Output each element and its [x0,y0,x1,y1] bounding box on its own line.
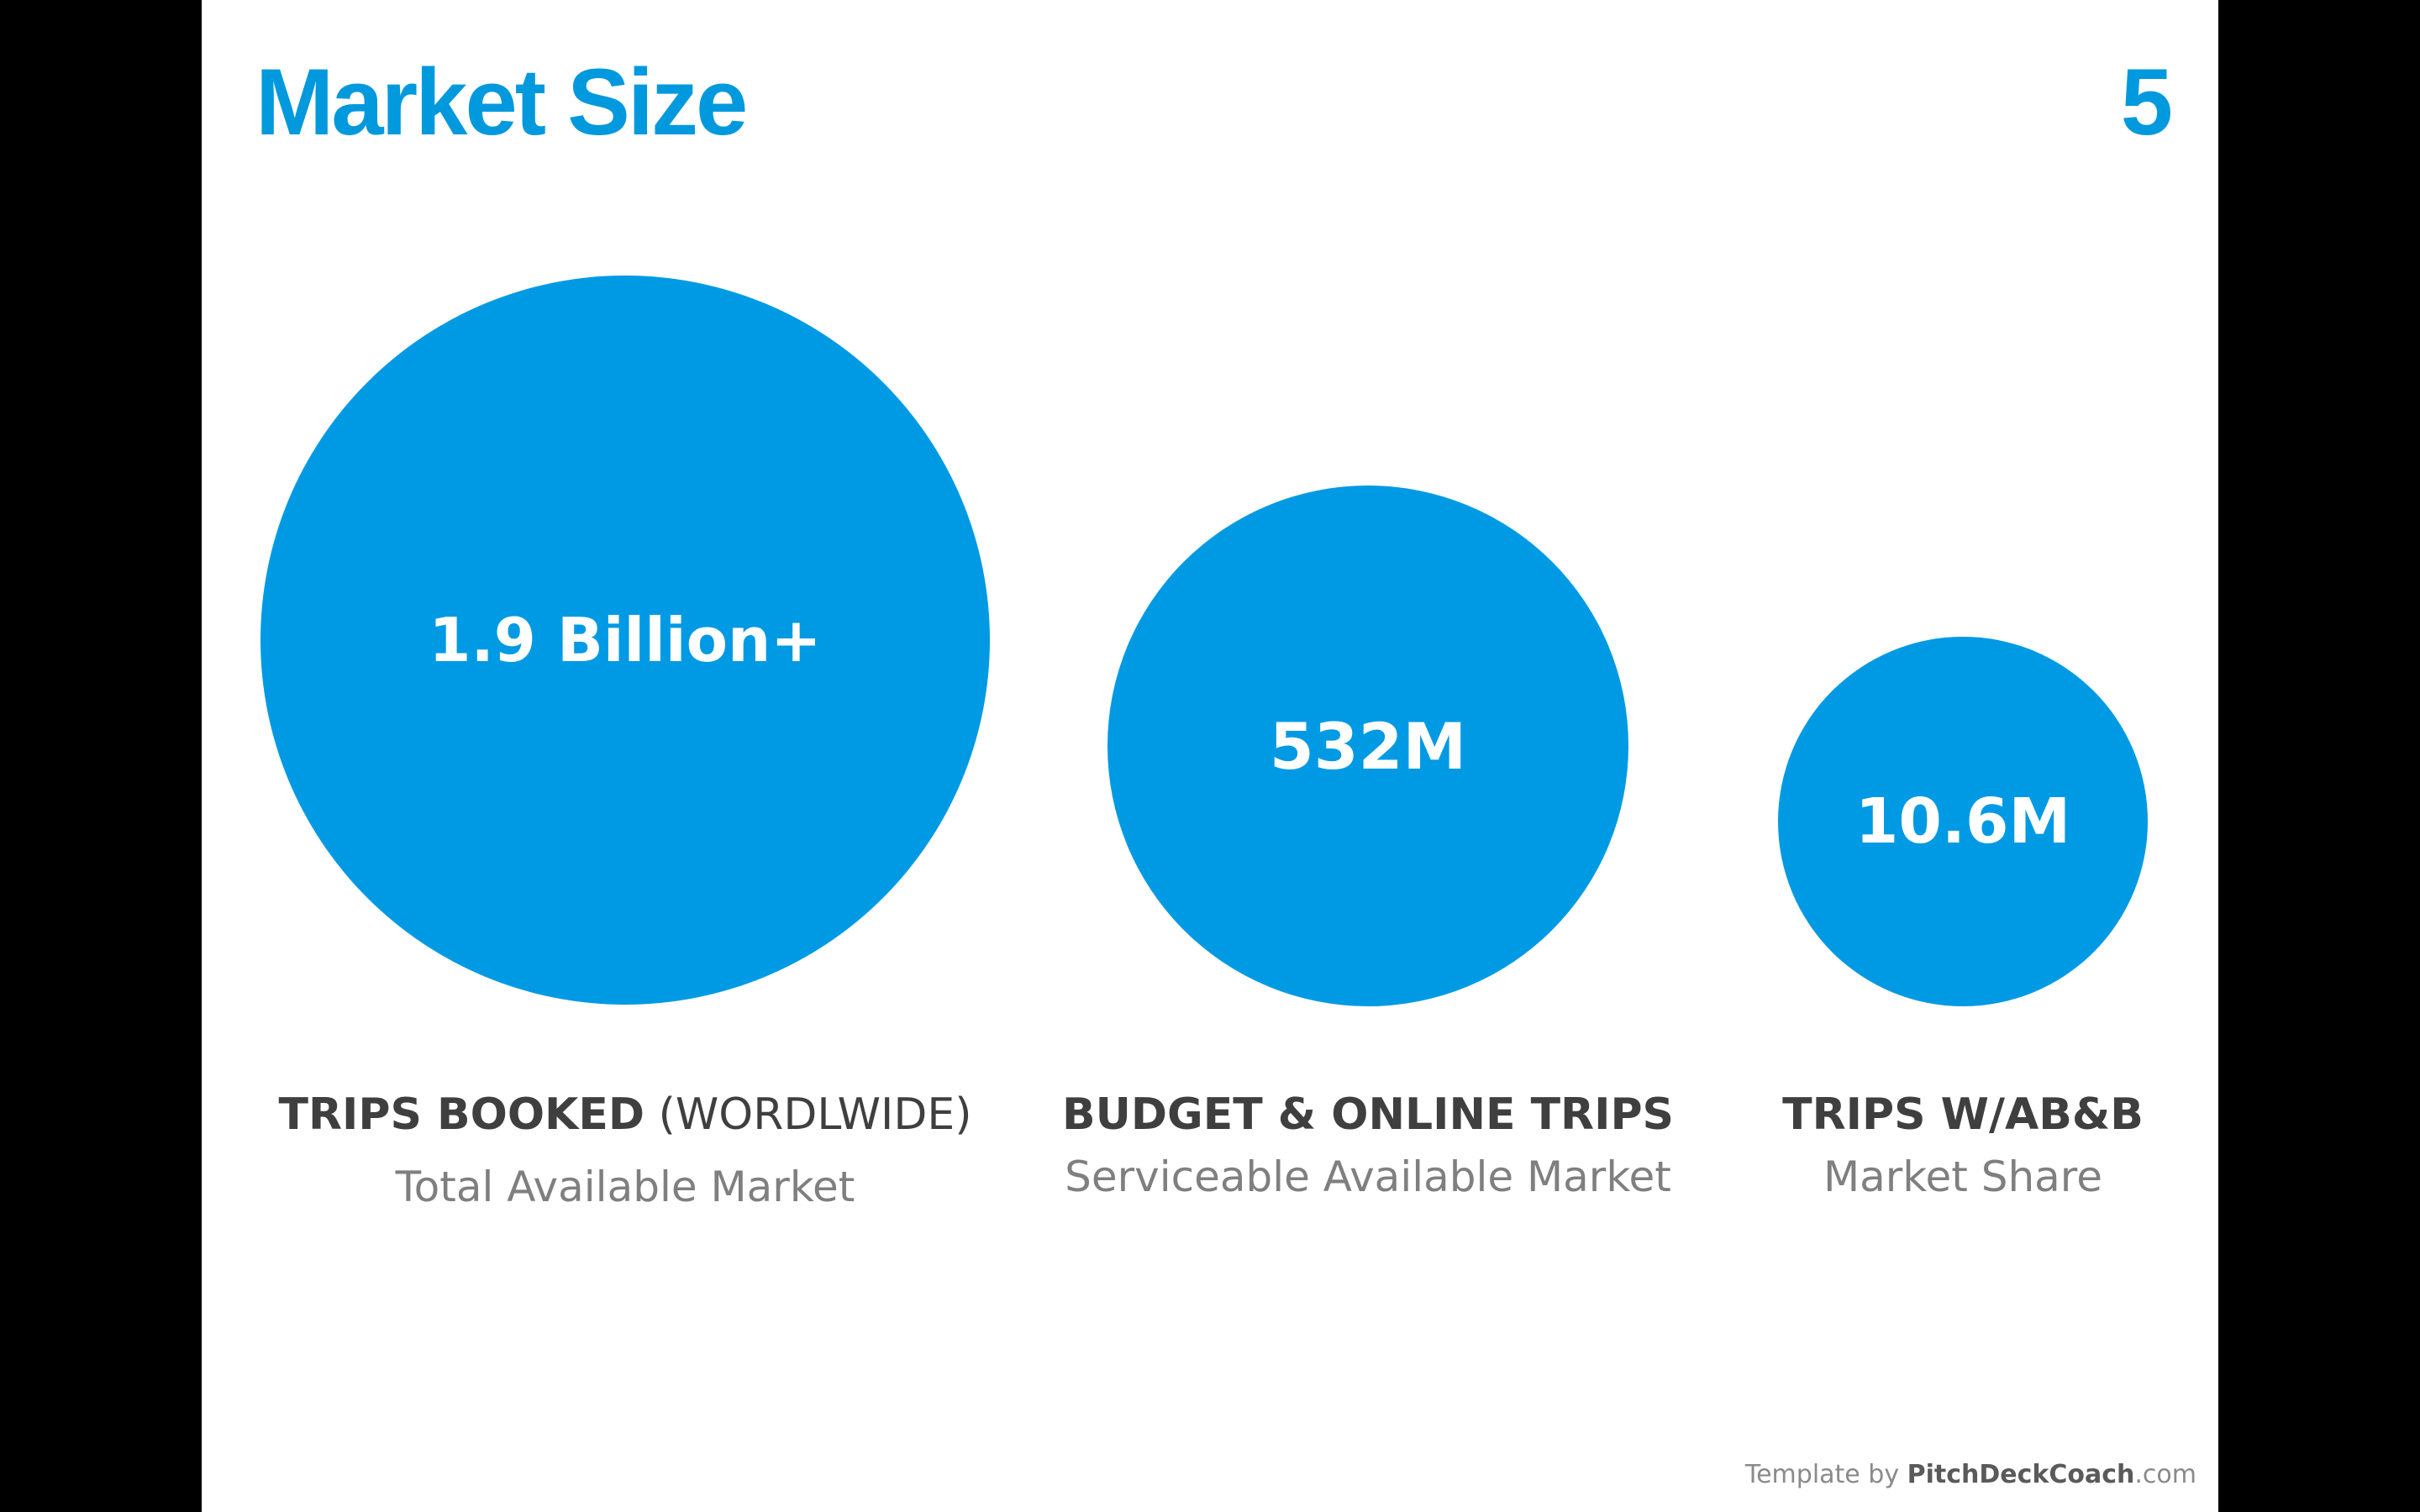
market-label-light: (WORDLWIDE) [658,1089,972,1140]
credit-suffix: .com [2134,1460,2196,1489]
slide: Market Size 5 1.9 Billion+ 532M 10.6M TR… [202,0,2218,1512]
credit-prefix: Template by [1744,1460,1907,1489]
market-label-main: TRIPS BOOKED (WORDLWIDE) [255,1084,995,1146]
market-value-tam: 1.9 Billion+ [429,605,822,675]
market-circle-share: 10.6M [1778,637,2148,1006]
market-label-bold: TRIPS BOOKED [278,1089,645,1140]
market-label-bold: TRIPS W/AB&B [1782,1089,2144,1140]
market-circle-sam: 532M [1107,486,1628,1006]
market-label-share: TRIPS W/AB&B Market Share [1744,1084,2181,1208]
market-value-share: 10.6M [1854,785,2071,858]
market-label-bold: BUDGET & ONLINE TRIPS [1061,1089,1675,1140]
market-label-tam: TRIPS BOOKED (WORDLWIDE) Total Available… [255,1084,995,1218]
credit-brand: PitchDeckCoach [1907,1460,2135,1489]
market-label-main: TRIPS W/AB&B [1744,1084,2181,1146]
template-credit: Template by PitchDeckCoach.com [1745,1460,2196,1489]
slide-title: Market Size [255,50,748,155]
market-sublabel: Market Share [1823,1152,2103,1201]
market-sublabel: Serviceable Available Market [1065,1152,1671,1201]
market-value-sam: 532M [1269,708,1467,784]
market-label-sam: BUDGET & ONLINE TRIPS Serviceable Availa… [1057,1084,1679,1208]
market-label-main: BUDGET & ONLINE TRIPS [1057,1084,1679,1146]
market-circle-tam: 1.9 Billion+ [260,276,990,1005]
slide-number: 5 [2120,50,2173,155]
market-sublabel: Total Available Market [395,1163,855,1211]
